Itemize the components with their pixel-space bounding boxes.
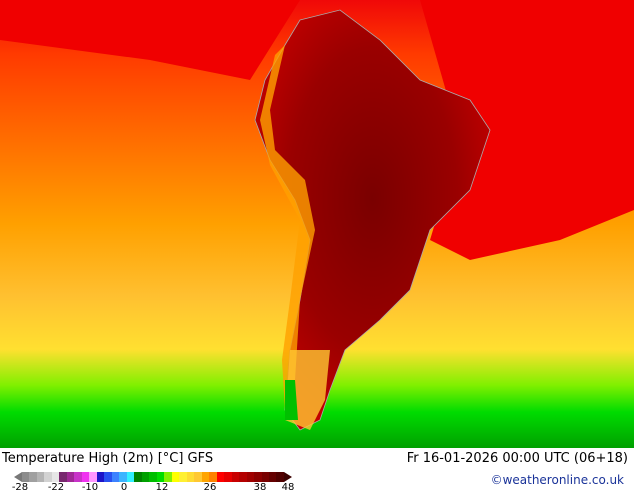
atlantic-warm-region — [420, 0, 634, 260]
map-title: Temperature High (2m) [°C] GFS — [2, 451, 214, 466]
color-legend — [14, 472, 292, 482]
legend-swatch — [74, 472, 82, 482]
legend-tick: 12 — [155, 482, 169, 493]
legend-swatch — [104, 472, 112, 482]
pacific-warm-region — [0, 0, 300, 80]
legend-swatch — [276, 472, 284, 482]
legend-swatch — [224, 472, 232, 482]
legend-swatch — [179, 472, 187, 482]
legend-tick: -22 — [47, 482, 65, 493]
legend-swatch — [119, 472, 127, 482]
legend-swatch — [231, 472, 240, 482]
legend-low-arrow — [14, 472, 22, 482]
legend-swatch — [126, 472, 135, 482]
forecast-datetime: Fr 16-01-2026 00:00 UTC (06+18) — [406, 451, 628, 466]
legend-swatch — [149, 472, 157, 482]
legend-tick: 48 — [281, 482, 295, 493]
legend-swatch — [171, 472, 180, 482]
legend-swatch — [239, 472, 247, 482]
legend-high-arrow — [283, 472, 292, 482]
credit-link[interactable]: ©weatheronline.co.uk — [490, 473, 624, 487]
legend-swatch — [201, 472, 210, 482]
legend-tick: -10 — [81, 482, 99, 493]
legend-swatch — [89, 472, 97, 482]
southern-tip-land — [285, 380, 298, 420]
legend-swatch — [96, 472, 105, 482]
legend-swatch — [261, 472, 269, 482]
legend-tick: 0 — [120, 482, 128, 493]
legend-swatch — [194, 472, 202, 482]
legend-swatch — [186, 472, 195, 482]
legend-swatch — [156, 472, 165, 482]
legend-swatch — [59, 472, 67, 482]
legend-swatch — [216, 472, 225, 482]
legend-swatch — [66, 472, 75, 482]
andes-cool-strip — [260, 45, 315, 410]
legend-tick: -28 — [11, 482, 29, 493]
temperature-map — [0, 0, 634, 448]
legend-swatch — [36, 472, 45, 482]
legend-swatch — [141, 472, 150, 482]
legend-swatch — [134, 472, 142, 482]
legend-tick: 38 — [253, 482, 267, 493]
legend-swatch — [246, 472, 255, 482]
legend-tick: 26 — [203, 482, 217, 493]
legend-swatch — [268, 472, 277, 482]
legend-swatch — [111, 472, 120, 482]
legend-swatch — [81, 472, 90, 482]
legend-swatch — [209, 472, 217, 482]
legend-swatch — [29, 472, 37, 482]
legend-swatch — [44, 472, 52, 482]
legend-swatch — [51, 472, 60, 482]
legend-swatch — [164, 472, 172, 482]
legend-swatch — [254, 472, 262, 482]
legend-swatch — [22, 472, 30, 482]
